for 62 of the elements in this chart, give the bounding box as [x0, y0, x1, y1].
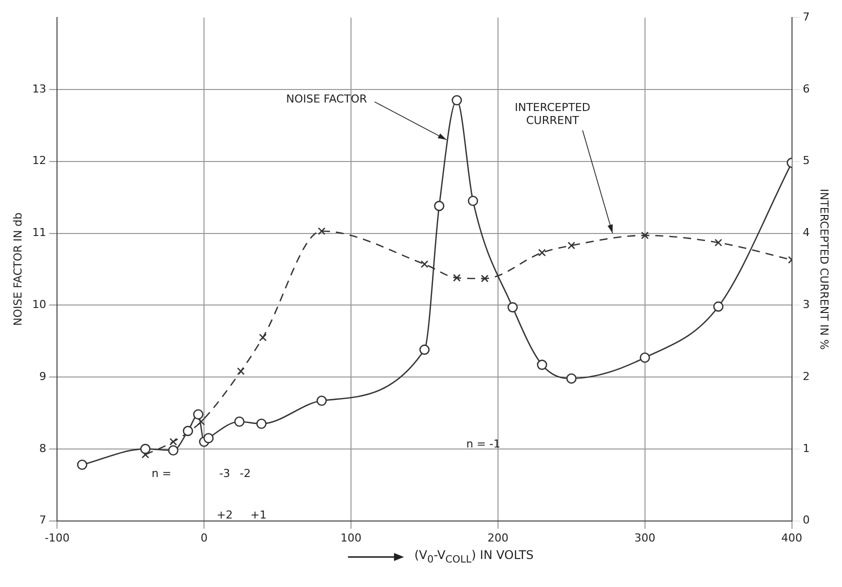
- point: [168, 445, 178, 456]
- y-axis-title: NOISE FACTOR IN db: [11, 212, 24, 326]
- point: [77, 460, 88, 470]
- annotation: n =: [152, 466, 172, 480]
- annotation: NOISE FACTOR: [286, 92, 368, 106]
- y2-tick-label: 5: [802, 154, 810, 168]
- x-tick-label: 300: [634, 531, 656, 544]
- point: [318, 227, 326, 235]
- point: [640, 352, 650, 363]
- point: [641, 232, 649, 240]
- point: [434, 200, 444, 212]
- point: [452, 95, 462, 106]
- y-tick-label: 9: [39, 370, 46, 383]
- point: [182, 426, 194, 436]
- y2-tick-label: 6: [802, 82, 810, 96]
- annotation: -2: [240, 466, 251, 480]
- point: [508, 302, 518, 312]
- point: [140, 444, 150, 454]
- point: [193, 409, 204, 420]
- point: [536, 360, 548, 370]
- y2-tick-label: 3: [802, 298, 810, 311]
- point: [234, 416, 245, 427]
- y2-tick-label: 2: [802, 370, 810, 383]
- annotation: -3: [219, 466, 230, 480]
- y-tick-label: 8: [39, 442, 46, 455]
- x-tick-label: 400: [781, 531, 802, 544]
- annotation: n = -1: [466, 437, 500, 450]
- x-tick-label: 100: [340, 531, 362, 544]
- point: [256, 418, 267, 429]
- y-tick-label: 12: [32, 154, 46, 168]
- point: [568, 242, 576, 250]
- point: [237, 367, 245, 376]
- point: [538, 248, 546, 256]
- point: [468, 196, 478, 206]
- point: [566, 373, 577, 384]
- y-tick-label: 7: [39, 514, 46, 527]
- x-axis-title: (V$_{0}$-V$_{COLL}$) IN VOLTS: [414, 548, 534, 566]
- point: [452, 274, 461, 282]
- y-tick-label: 10: [32, 298, 46, 311]
- y2-axis-title: INTERCEPTED CURRENT IN %: [818, 188, 831, 350]
- annotation: INTERCEPTED CURRENT: [514, 101, 590, 128]
- y2-tick-label: 4: [802, 226, 810, 240]
- point: [419, 344, 430, 355]
- point: [480, 274, 489, 282]
- point: [259, 334, 267, 342]
- y-tick-label: 13: [32, 82, 46, 96]
- x-tick-label: -100: [44, 531, 70, 544]
- annotation: +1: [250, 508, 267, 522]
- y-tick-label: 11: [32, 226, 46, 240]
- point: [316, 396, 327, 406]
- point: [197, 418, 206, 426]
- point: [420, 260, 428, 268]
- point: [203, 432, 214, 444]
- y2-tick-label: 0: [802, 514, 810, 527]
- point: [169, 438, 178, 446]
- y2-tick-label: 1: [802, 442, 810, 455]
- y2-tick-label: 7: [802, 10, 810, 24]
- x-tick-label: 200: [487, 531, 508, 544]
- point: [713, 301, 724, 312]
- x-tick-label: 0: [200, 531, 208, 544]
- annotation: +2: [216, 508, 233, 522]
- point: [714, 238, 722, 246]
